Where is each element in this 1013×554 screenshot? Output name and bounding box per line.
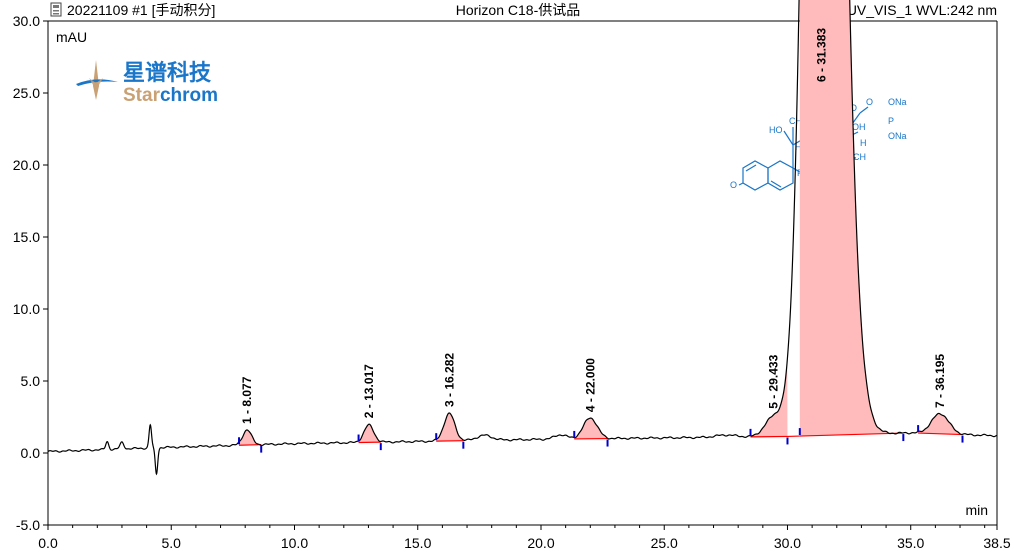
y-axis-label: mAU bbox=[56, 29, 87, 45]
svg-text:CH: CH bbox=[789, 116, 802, 126]
peak-area bbox=[436, 413, 464, 442]
sample-name: 20221109 #1 [手动积分] bbox=[67, 2, 215, 18]
svg-text:O: O bbox=[850, 103, 857, 113]
svg-text:O: O bbox=[730, 180, 737, 190]
svg-text:H: H bbox=[860, 138, 867, 148]
svg-text:HO: HO bbox=[769, 125, 783, 135]
y-tick-label: 30.0 bbox=[13, 13, 40, 29]
peak-label: 4 - 22.000 bbox=[583, 358, 597, 412]
chart-title: Horizon C18-供试品 bbox=[456, 2, 580, 18]
svg-text:ONa: ONa bbox=[888, 97, 907, 107]
svg-text:P: P bbox=[888, 116, 894, 126]
integration-baseline bbox=[239, 444, 262, 446]
logo-english-text: Starchrom bbox=[123, 85, 218, 106]
starchrom-logo: 星谱科技 Starchrom bbox=[76, 60, 218, 106]
y-tick-label: 15.0 bbox=[13, 229, 40, 245]
peak-area bbox=[918, 413, 963, 435]
detector-channel: UV_VIS_1 WVL:242 nm bbox=[847, 2, 997, 18]
peak-label: 5 - 29.433 bbox=[767, 354, 781, 408]
x-axis-label: min bbox=[965, 502, 988, 518]
x-tick-label: 30.0 bbox=[774, 535, 801, 551]
x-tick-label: 25.0 bbox=[651, 535, 678, 551]
x-tick-label: 38.5 bbox=[983, 535, 1010, 551]
svg-text:O: O bbox=[866, 97, 873, 107]
y-tick-label: 10.0 bbox=[13, 301, 40, 317]
report-icon bbox=[50, 2, 62, 17]
x-tick-label: 15.0 bbox=[404, 535, 431, 551]
svg-text:CH: CH bbox=[853, 152, 866, 162]
logo-chinese-text: 星谱科技 bbox=[123, 60, 212, 85]
x-tick-label: 10.0 bbox=[281, 535, 308, 551]
peak-label: 7 - 36.195 bbox=[933, 354, 947, 408]
svg-text:H: H bbox=[795, 142, 802, 152]
peak-label: 6 - 31.383 bbox=[815, 28, 829, 82]
peak-label: 2 - 13.017 bbox=[362, 364, 376, 418]
y-tick-label: 5.0 bbox=[21, 373, 41, 389]
peak-area bbox=[574, 418, 608, 439]
peak-area bbox=[799, 0, 904, 437]
peak-area bbox=[750, 360, 788, 437]
x-tick-label: 20.0 bbox=[527, 535, 554, 551]
y-tick-label: -5.0 bbox=[16, 517, 40, 533]
svg-text:ONa: ONa bbox=[888, 131, 907, 141]
y-tick-label: 20.0 bbox=[13, 157, 40, 173]
x-tick-label: 5.0 bbox=[162, 535, 182, 551]
svg-text:OH: OH bbox=[852, 122, 866, 132]
peak-label: 1 - 8.077 bbox=[240, 376, 254, 424]
y-tick-label: 0.0 bbox=[21, 445, 41, 461]
integration-baseline bbox=[918, 432, 963, 436]
chromatogram-trace bbox=[47, 0, 997, 476]
integration-baseline bbox=[799, 432, 904, 437]
peak-area bbox=[358, 424, 381, 443]
x-tick-label: 0.0 bbox=[38, 535, 58, 551]
y-tick-label: 25.0 bbox=[13, 85, 40, 101]
x-tick-label: 35.0 bbox=[897, 535, 924, 551]
peak-label: 3 - 16.282 bbox=[442, 353, 456, 407]
